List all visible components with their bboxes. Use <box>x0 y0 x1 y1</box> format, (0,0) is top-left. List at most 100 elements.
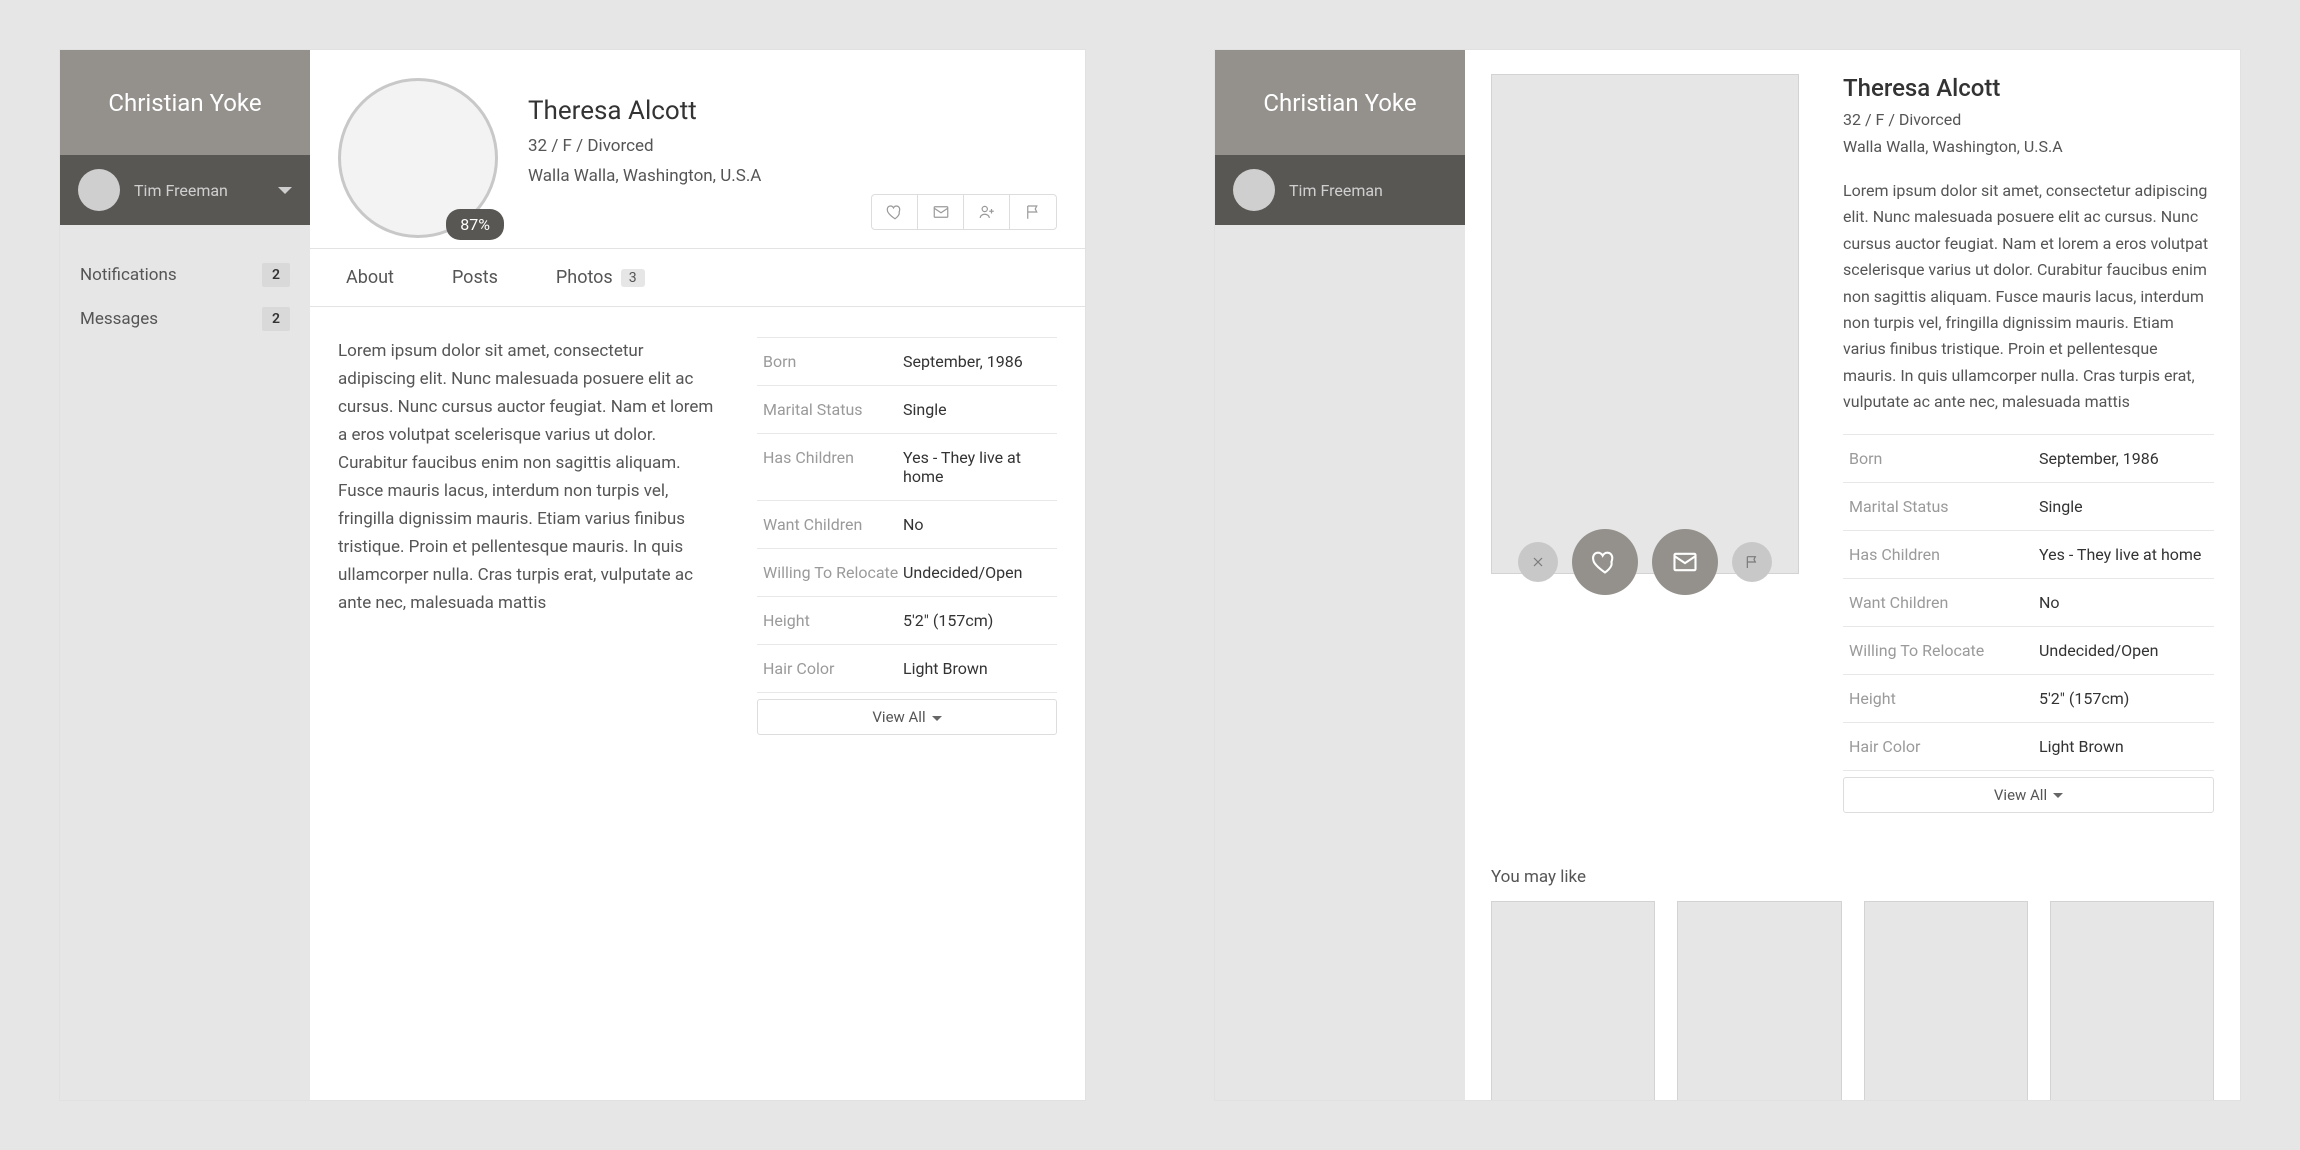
fact-row: Marital StatusSingle <box>1843 483 2214 531</box>
pass-button[interactable] <box>1518 542 1558 582</box>
fact-row: Has ChildrenYes - They live at home <box>1843 531 2214 579</box>
fact-key: Has Children <box>763 448 903 486</box>
fact-row: Hair ColorLight Brown <box>757 645 1057 693</box>
view-all-button[interactable]: View All <box>757 699 1057 735</box>
fact-key: Willing To Relocate <box>763 563 903 582</box>
report-button[interactable] <box>1010 195 1056 229</box>
fact-key: Born <box>1849 449 2039 468</box>
flag-icon <box>1744 554 1760 570</box>
envelope-icon <box>932 203 950 221</box>
user-plus-icon <box>978 203 996 221</box>
suggestion-card[interactable] <box>1864 901 2028 1100</box>
profile-info: Theresa Alcott 32 / F / Divorced Walla W… <box>528 78 761 238</box>
you-may-like-section: You may like <box>1491 867 2214 1100</box>
fact-key: Born <box>763 352 903 371</box>
profile-hero-photo[interactable] <box>1491 74 1799 574</box>
suggestion-card[interactable] <box>2050 901 2214 1100</box>
fact-row: Hair ColorLight Brown <box>1843 723 2214 771</box>
fact-row: Want ChildrenNo <box>1843 579 2214 627</box>
chevron-down-icon <box>278 187 292 194</box>
view-all-button[interactable]: View All <box>1843 777 2214 813</box>
current-user-bar[interactable]: Tim Freeman <box>1215 155 1465 225</box>
fact-key: Want Children <box>763 515 903 534</box>
tab-label: Photos <box>556 267 613 288</box>
caret-down-icon <box>932 716 942 721</box>
count-badge: 2 <box>262 307 290 331</box>
sidebar: Christian Yoke Tim Freeman Notifications… <box>60 50 310 1100</box>
like-button[interactable] <box>1572 529 1638 595</box>
fact-value: No <box>903 515 1051 534</box>
profile-name: Theresa Alcott <box>528 96 761 126</box>
fact-row: BornSeptember, 1986 <box>757 337 1057 386</box>
profile-location: Walla Walla, Washington, U.S.A <box>528 166 761 186</box>
message-button[interactable] <box>1652 529 1718 595</box>
like-button[interactable] <box>872 195 918 229</box>
suggestion-card[interactable] <box>1491 901 1655 1100</box>
fact-key: Height <box>763 611 903 630</box>
fact-value: Yes - They live at home <box>2039 545 2208 564</box>
fact-value: September, 1986 <box>903 352 1051 371</box>
brand-title: Christian Yoke <box>60 50 310 155</box>
profile-content: Theresa Alcott 32 / F / Divorced Walla W… <box>1465 50 2240 1100</box>
profile-photo-frame: Christian Yoke Tim Freeman <box>1215 50 2240 1100</box>
profile-details: Theresa Alcott 32 / F / Divorced Walla W… <box>1843 74 2214 813</box>
profile-meta: 32 / F / Divorced <box>528 136 761 156</box>
fact-value: Undecided/Open <box>2039 641 2208 660</box>
fact-row: Height5'2" (157cm) <box>1843 675 2214 723</box>
sidebar-nav: Notifications 2 Messages 2 <box>60 225 310 369</box>
fact-value: 5'2" (157cm) <box>2039 689 2208 708</box>
profile-desktop-frame: Christian Yoke Tim Freeman Notifications… <box>60 50 1085 1100</box>
current-user-bar[interactable]: Tim Freeman <box>60 155 310 225</box>
tab-label: Posts <box>452 267 498 288</box>
heart-icon <box>1591 548 1619 576</box>
profile-top: Theresa Alcott 32 / F / Divorced Walla W… <box>1491 74 2214 813</box>
fact-row: Has ChildrenYes - They live at home <box>757 434 1057 501</box>
profile-actions <box>871 194 1057 230</box>
facts-table: BornSeptember, 1986 Marital StatusSingle… <box>1843 434 2214 813</box>
fact-row: Marital StatusSingle <box>757 386 1057 434</box>
view-all-label: View All <box>1994 786 2047 804</box>
envelope-icon <box>1671 548 1699 576</box>
about-text: Lorem ipsum dolor sit amet, consectetur … <box>1843 178 2214 416</box>
fact-row: Willing To RelocateUndecided/Open <box>1843 627 2214 675</box>
tab-posts[interactable]: Posts <box>452 249 498 306</box>
message-button[interactable] <box>918 195 964 229</box>
profile-meta: 32 / F / Divorced <box>1843 110 2214 129</box>
profile-location: Walla Walla, Washington, U.S.A <box>1843 137 2214 156</box>
suggestion-card[interactable] <box>1677 901 1841 1100</box>
tab-photos[interactable]: Photos 3 <box>556 249 645 306</box>
avatar-icon <box>78 169 120 211</box>
fact-value: Light Brown <box>2039 737 2208 756</box>
heart-icon <box>886 203 904 221</box>
fact-value: Single <box>903 400 1051 419</box>
close-icon <box>1530 554 1546 570</box>
fact-row: Want ChildrenNo <box>757 501 1057 549</box>
fact-value: Light Brown <box>903 659 1051 678</box>
swipe-actions <box>1518 529 1772 595</box>
fact-row: Willing To RelocateUndecided/Open <box>757 549 1057 597</box>
fact-key: Hair Color <box>763 659 903 678</box>
fact-key: Height <box>1849 689 2039 708</box>
count-badge: 2 <box>262 263 290 287</box>
sidebar: Christian Yoke Tim Freeman <box>1215 50 1465 1100</box>
fact-key: Willing To Relocate <box>1849 641 2039 660</box>
report-button[interactable] <box>1732 542 1772 582</box>
profile-header: 87% Theresa Alcott 32 / F / Divorced Wal… <box>310 50 1085 249</box>
fact-key: Has Children <box>1849 545 2039 564</box>
current-user-name: Tim Freeman <box>134 181 264 200</box>
suggestion-cards <box>1491 901 2214 1100</box>
add-friend-button[interactable] <box>964 195 1010 229</box>
fact-key: Hair Color <box>1849 737 2039 756</box>
profile-tabs: About Posts Photos 3 <box>310 249 1085 307</box>
tab-about[interactable]: About <box>346 249 394 306</box>
sidebar-item-messages[interactable]: Messages 2 <box>74 297 296 341</box>
fact-row: BornSeptember, 1986 <box>1843 434 2214 483</box>
sidebar-item-notifications[interactable]: Notifications 2 <box>74 253 296 297</box>
profile-content: 87% Theresa Alcott 32 / F / Divorced Wal… <box>310 50 1085 1100</box>
fact-value: Yes - They live at home <box>903 448 1051 486</box>
view-all-label: View All <box>872 708 925 726</box>
fact-key: Want Children <box>1849 593 2039 612</box>
sidebar-item-label: Notifications <box>80 265 177 285</box>
about-text: Lorem ipsum dolor sit amet, consectetur … <box>338 337 717 735</box>
profile-avatar[interactable]: 87% <box>338 78 498 238</box>
